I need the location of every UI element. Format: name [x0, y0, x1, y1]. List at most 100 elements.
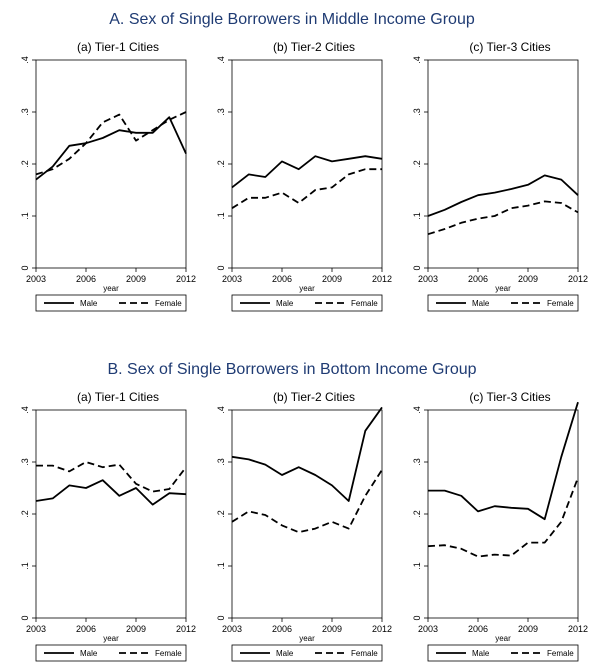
y-tick-label: .1: [20, 562, 30, 570]
legend-box: [231, 294, 383, 312]
chart-title: (c) Tier-3 Cities: [469, 390, 550, 404]
y-tick-label: .2: [412, 510, 422, 518]
series-line-male: [231, 406, 383, 502]
legend-label-male: Male: [276, 649, 294, 658]
series-line-female: [231, 168, 382, 209]
y-tick-label: .4: [216, 406, 226, 414]
x-tick-label: 2006: [468, 274, 488, 284]
legend-label-female: Female: [351, 649, 378, 658]
y-tick-label: .3: [216, 108, 226, 116]
plot-area: [231, 59, 383, 269]
series-line-female: [35, 111, 187, 176]
x-tick-label: 2006: [76, 624, 96, 634]
legend: Male Female: [231, 644, 383, 662]
y-tick-label: 0: [20, 265, 30, 270]
x-tick-label: 2012: [568, 624, 588, 634]
y-tick-label: .3: [20, 108, 30, 116]
legend-label-male: Male: [80, 649, 98, 658]
y-tick-label: .2: [412, 160, 422, 168]
x-axis-label: year: [299, 284, 315, 293]
x-tick-label: 2009: [322, 624, 342, 634]
series-line-male: [428, 401, 579, 521]
series-line-female: [231, 469, 383, 534]
plot-area: [35, 409, 187, 619]
x-tick-label: 2003: [26, 274, 46, 284]
x-tick-label: 2012: [176, 624, 196, 634]
x-tick-label: 2009: [126, 274, 146, 284]
chart-panel-b-2: (b) Tier-2 Cities 0 .1 .2 .3 .4 2003 2006 2009 20…: [216, 390, 392, 662]
legend-label-male: Male: [472, 299, 490, 308]
legend: Male Female: [35, 644, 187, 662]
legend: Male Female: [231, 294, 383, 312]
legend: Male Female: [427, 294, 579, 312]
y-tick-label: .2: [20, 510, 30, 518]
y-tick-label: .3: [412, 458, 422, 466]
legend-label-female: Female: [547, 649, 574, 658]
legend-label-female: Female: [351, 299, 378, 308]
y-tick-label: .4: [412, 406, 422, 414]
chart-title: (a) Tier-1 Cities: [77, 390, 159, 404]
legend-label-male: Male: [276, 299, 294, 308]
x-tick-label: 2012: [372, 274, 392, 284]
y-tick-label: .3: [216, 458, 226, 466]
y-tick-label: 0: [216, 615, 226, 620]
legend-box: [35, 644, 187, 662]
x-tick-label: 2003: [418, 274, 438, 284]
x-tick-label: 2006: [468, 624, 488, 634]
x-axis-label: year: [495, 284, 511, 293]
y-tick-label: .3: [20, 458, 30, 466]
y-tick-label: .1: [216, 212, 226, 220]
y-tick-label: 0: [412, 615, 422, 620]
y-tick-label: .2: [216, 160, 226, 168]
y-tick-label: .2: [20, 160, 30, 168]
x-tick-label: 2009: [518, 624, 538, 634]
charts-layer: (a) Tier-1 Cities 0 .1 .2 .3 .4 2003 2006 2009 20…: [20, 40, 588, 662]
y-tick-label: .1: [216, 562, 226, 570]
series-line-male: [35, 479, 187, 506]
legend: Male Female: [427, 644, 579, 662]
legend-box: [427, 294, 579, 312]
series-line-female: [427, 477, 579, 558]
plot-area: [427, 409, 579, 619]
x-tick-label: 2003: [26, 624, 46, 634]
series-line-male: [427, 174, 579, 217]
plot-area: [231, 409, 383, 619]
x-tick-label: 2006: [76, 274, 96, 284]
y-tick-label: 0: [216, 265, 226, 270]
x-tick-label: 2012: [372, 624, 392, 634]
legend-box: [427, 644, 579, 662]
group-title-bottom-income: B. Sex of Single Borrowers in Bottom Inc…: [107, 361, 476, 378]
x-tick-label: 2009: [518, 274, 538, 284]
plot-area: [35, 59, 187, 269]
series-line-male: [231, 155, 383, 189]
legend-box: [231, 644, 383, 662]
y-tick-label: .1: [20, 212, 30, 220]
chart-title: (c) Tier-3 Cities: [469, 40, 550, 54]
y-tick-label: 0: [412, 265, 422, 270]
y-tick-label: .1: [412, 212, 422, 220]
x-tick-label: 2009: [126, 624, 146, 634]
y-tick-label: .4: [412, 56, 422, 64]
legend-label-female: Female: [547, 299, 574, 308]
x-tick-label: 2012: [568, 274, 588, 284]
y-tick-label: .4: [20, 56, 30, 64]
x-tick-label: 2006: [272, 624, 292, 634]
y-tick-label: .4: [20, 406, 30, 414]
y-tick-label: .4: [216, 56, 226, 64]
legend-label-female: Female: [155, 649, 182, 658]
chart-panel-b-3: (c) Tier-3 Cities 0 .1 .2 .3 .4 2003 2006 2009 20…: [412, 390, 588, 662]
chart-title: (a) Tier-1 Cities: [77, 40, 159, 54]
chart-title: (b) Tier-2 Cities: [273, 390, 355, 404]
y-tick-label: .1: [412, 562, 422, 570]
plot-area: [427, 59, 579, 269]
chart-title: (b) Tier-2 Cities: [273, 40, 355, 54]
legend-box: [35, 294, 187, 312]
x-tick-label: 2003: [222, 274, 242, 284]
series-line-male: [35, 116, 187, 181]
y-tick-label: .2: [216, 510, 226, 518]
x-tick-label: 2006: [272, 274, 292, 284]
x-tick-label: 2012: [176, 274, 196, 284]
y-tick-label: .3: [412, 108, 422, 116]
group-title-middle-income: A. Sex of Single Borrowers in Middle Inc…: [109, 11, 475, 28]
